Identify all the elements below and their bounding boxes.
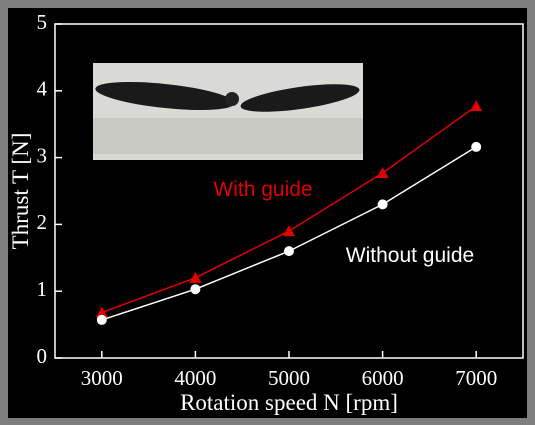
marker: [190, 284, 200, 294]
y-tick-label: 3: [37, 143, 48, 167]
marker: [284, 246, 294, 256]
x-axis-title: Rotation speed N [rpm]: [180, 390, 398, 415]
x-tick-label: 5000: [268, 366, 310, 390]
series-label: With guide: [213, 178, 312, 201]
series-label: Without guide: [346, 244, 474, 267]
x-tick-label: 3000: [81, 366, 123, 390]
marker: [378, 199, 388, 209]
marker: [97, 315, 107, 325]
chart: Rotation speed N [rpm] Thrust T [N] 0 1 2 3…: [0, 0, 535, 425]
y-tick-label: 1: [37, 277, 48, 301]
y-tick-label: 5: [37, 10, 48, 34]
y-tick-label: 0: [37, 344, 48, 368]
photo-inset: [93, 63, 363, 160]
x-tick-label: 4000: [174, 366, 216, 390]
y-tick-label: 2: [37, 210, 48, 234]
x-tick-label: 7000: [455, 366, 497, 390]
y-tick-label: 4: [37, 77, 48, 101]
x-tick-label: 6000: [362, 366, 404, 390]
y-axis-title: Thrust T [N]: [8, 133, 33, 250]
marker: [471, 142, 481, 152]
